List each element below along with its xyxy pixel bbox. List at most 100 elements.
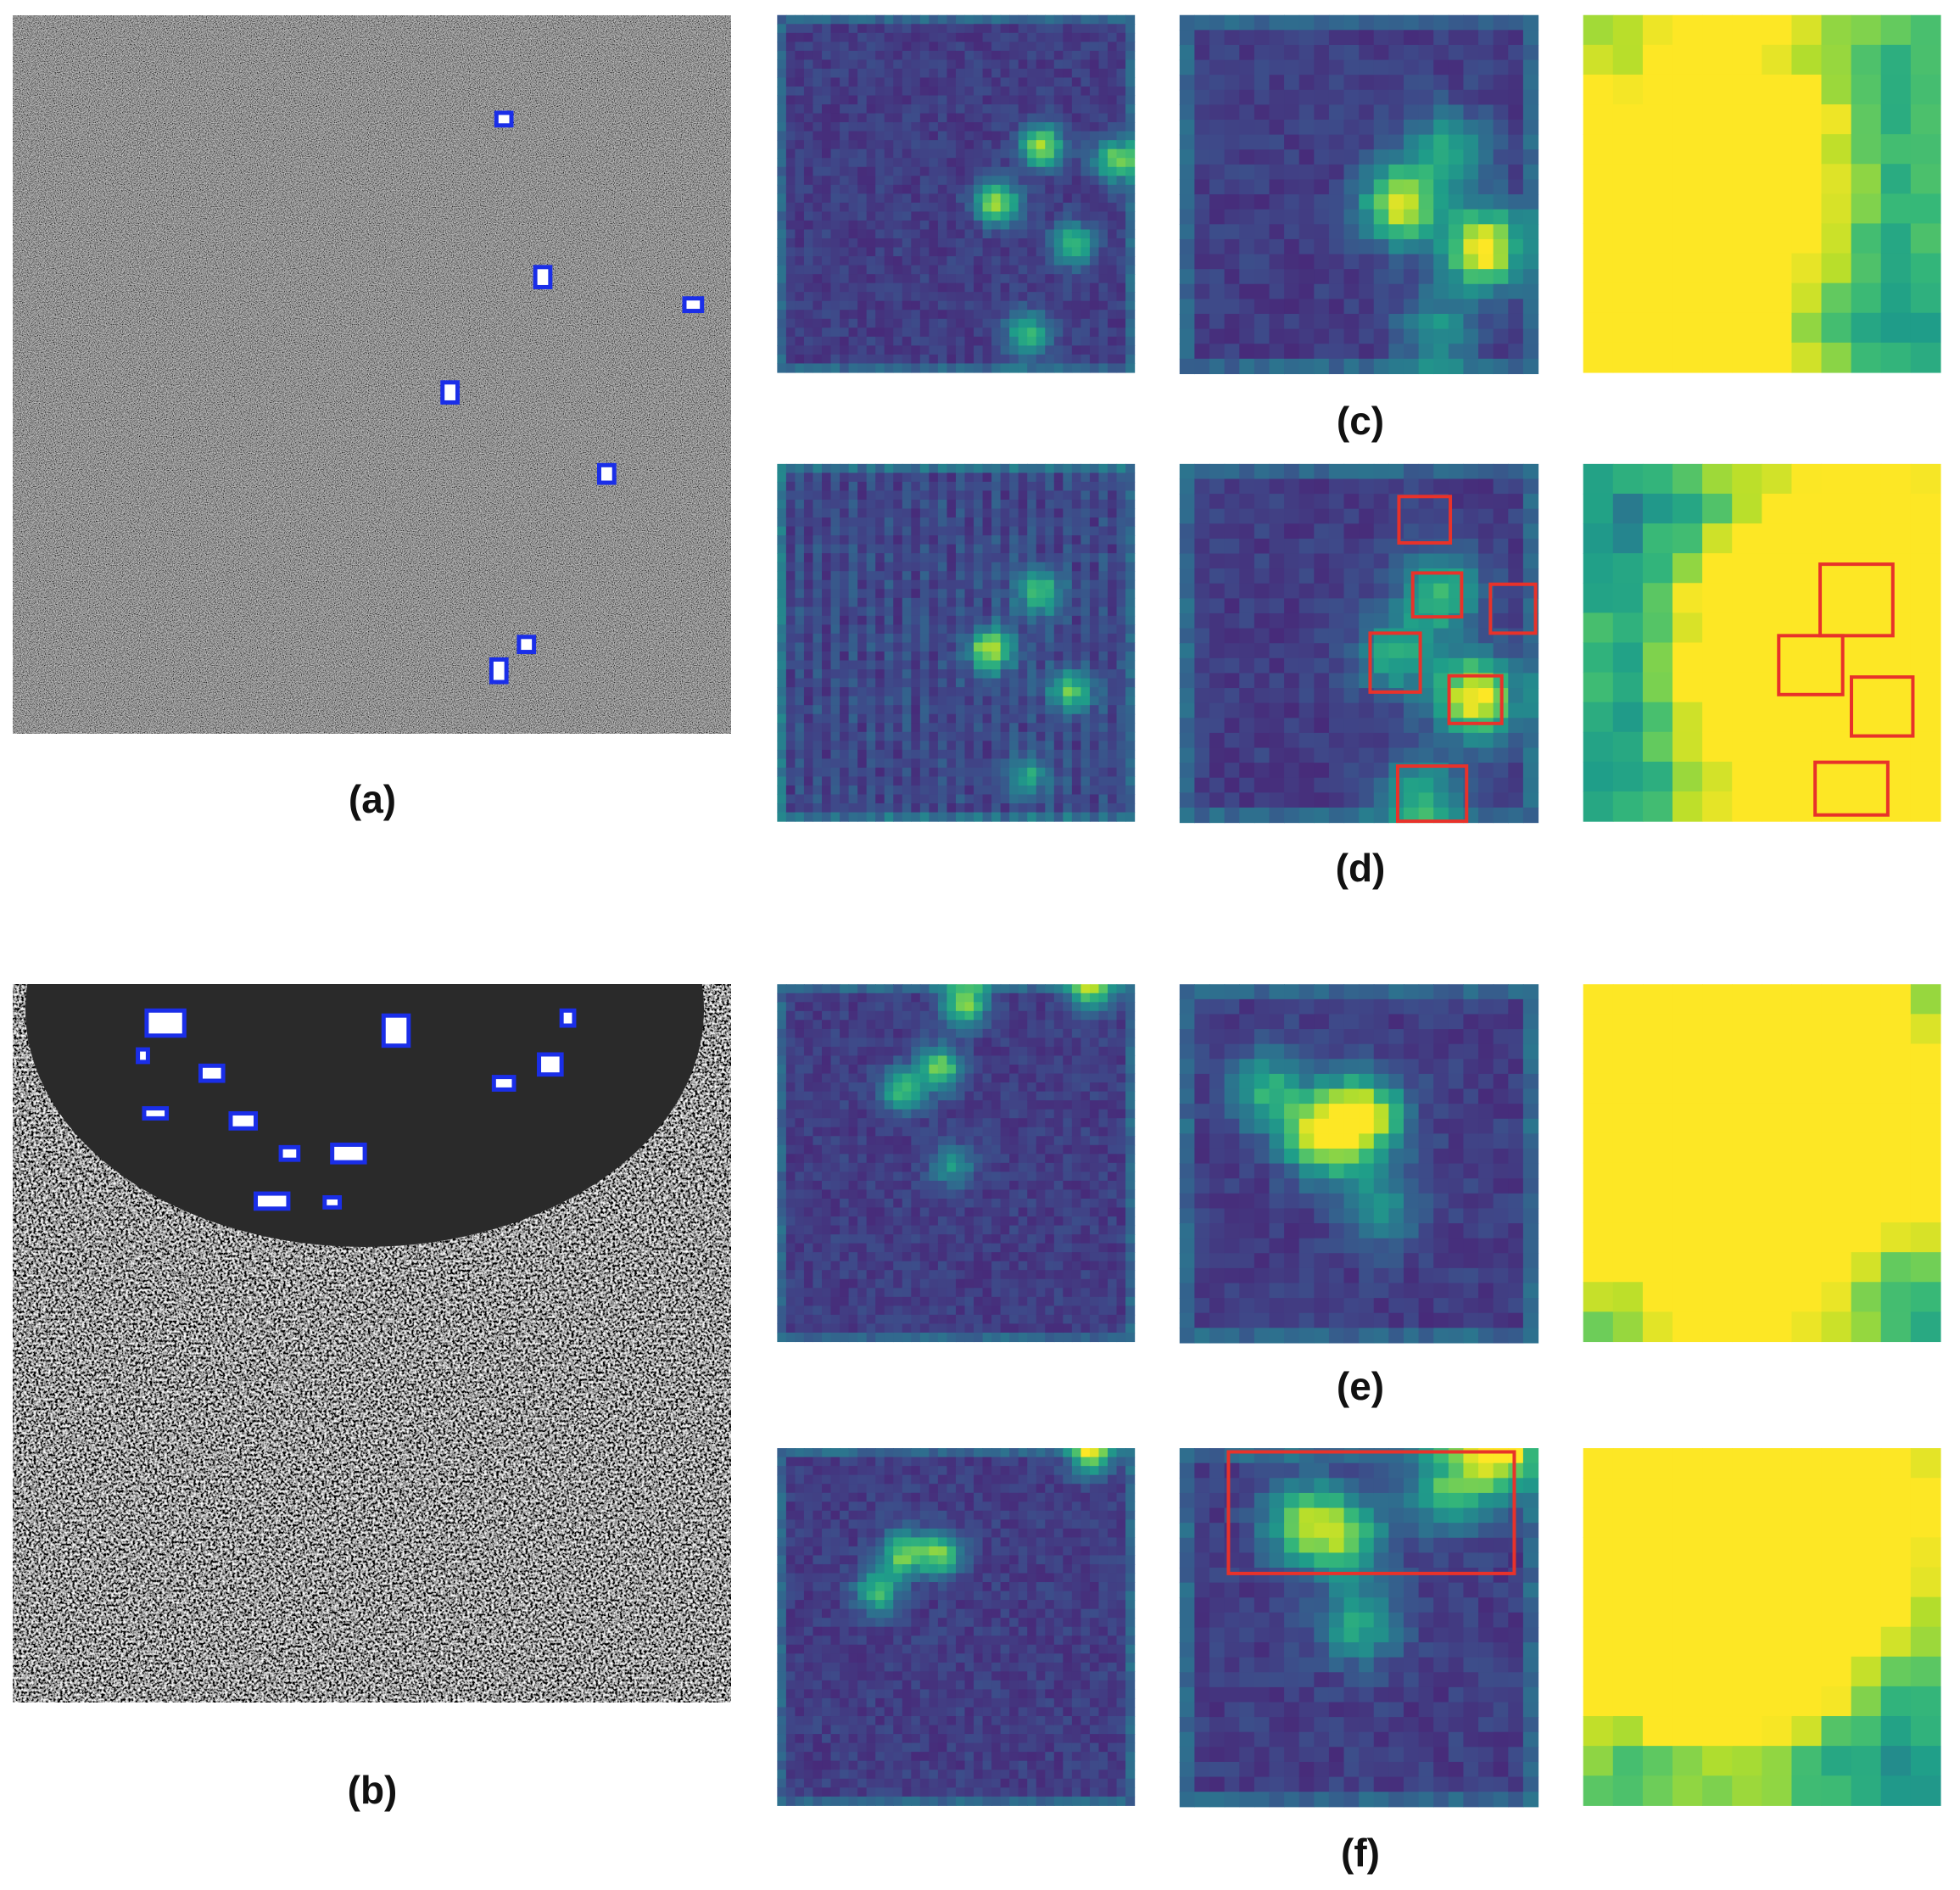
heat-cell: [830, 211, 840, 221]
heat-cell: [1000, 713, 1010, 724]
heat-cell: [946, 705, 957, 715]
heat-cell: [911, 220, 921, 231]
heat-cell: [777, 1109, 787, 1119]
heat-cell: [1583, 612, 1614, 644]
heat-cell: [777, 59, 787, 70]
heat-cell: [812, 14, 823, 25]
heat-cell: [1179, 568, 1196, 584]
heat-cell: [830, 758, 840, 769]
heat-cell: [840, 1144, 850, 1155]
heat-cell: [1098, 490, 1108, 500]
heat-cell: [946, 749, 957, 759]
heat-cell: [946, 669, 957, 679]
heat-cell: [1239, 299, 1255, 315]
heat-cell: [1373, 283, 1389, 299]
heat-cell: [1071, 274, 1082, 284]
heat-cell: [884, 211, 894, 221]
heat-cell: [1107, 310, 1118, 320]
heat-cell: [1910, 523, 1941, 554]
heat-cell: [1224, 702, 1240, 719]
heat-cell: [1269, 194, 1285, 210]
heat-cell: [848, 318, 858, 328]
heat-cell: [1053, 345, 1064, 355]
heat-cell: [1125, 490, 1136, 500]
heat-cell: [875, 615, 885, 626]
heat-cell: [1522, 224, 1539, 240]
heat-cell: [822, 1207, 832, 1217]
heat-cell: [1063, 148, 1073, 159]
heat-cell: [1081, 633, 1091, 644]
heat-cell: [893, 282, 903, 293]
heat-cell: [803, 220, 814, 231]
heat-cell: [1239, 508, 1255, 524]
heat-cell: [1910, 74, 1941, 105]
heat-cell: [1036, 607, 1046, 617]
heat-cell: [1089, 86, 1100, 97]
heat-cell: [1762, 44, 1793, 75]
heat-cell: [840, 176, 850, 186]
heat-cell: [803, 1243, 814, 1253]
heat-cell: [822, 1127, 832, 1137]
heat-cell: [785, 1010, 796, 1020]
heat-cell: [1009, 24, 1019, 34]
heat-cell: [848, 597, 858, 607]
heat-cell: [919, 59, 930, 70]
heat-cell: [1508, 478, 1524, 495]
heat-cell: [919, 32, 930, 42]
heat-cell: [1027, 499, 1037, 510]
heat-cell: [893, 256, 903, 266]
heat-cell: [1018, 812, 1028, 822]
heat-cell: [1071, 472, 1082, 483]
heat-cell: [830, 354, 840, 365]
heat-cell: [1018, 158, 1028, 168]
heat-cell: [1359, 254, 1375, 270]
heat-cell: [1063, 767, 1073, 778]
heat-cell: [1403, 44, 1420, 61]
heat-cell: [919, 472, 930, 483]
heat-cell: [848, 669, 858, 679]
heat-cell: [795, 1028, 805, 1039]
heat-cell: [1018, 749, 1028, 759]
heat-cell: [1522, 673, 1539, 689]
heat-cell: [1027, 50, 1037, 60]
heat-cell: [919, 158, 930, 168]
heat-cell: [1027, 238, 1037, 249]
heat-cell: [964, 229, 974, 239]
heat-cell: [830, 767, 840, 778]
heat-cell: [1508, 643, 1524, 659]
heat-cell: [1732, 761, 1762, 792]
heat-cell: [937, 363, 948, 373]
heat-cell: [1098, 642, 1108, 652]
heat-cell: [1018, 597, 1028, 607]
heat-cell: [1053, 642, 1064, 652]
heat-cell: [1224, 718, 1240, 734]
heat-cell: [1762, 312, 1793, 344]
heat-cell: [1388, 299, 1404, 315]
heat-cell: [893, 758, 903, 769]
heat-cell: [1328, 688, 1345, 704]
heat-cell: [1009, 282, 1019, 293]
heat-cell: [1791, 553, 1823, 584]
heat-cell: [1098, 220, 1108, 231]
heat-cell: [955, 589, 966, 599]
heat-cell: [929, 113, 939, 123]
heat-cell: [857, 86, 868, 97]
heat-cell: [785, 32, 796, 42]
heat-cell: [857, 696, 868, 706]
heat-cell: [955, 713, 966, 724]
heat-cell: [1508, 44, 1524, 61]
heat-cell: [1359, 14, 1375, 31]
heat-cell: [1107, 597, 1118, 607]
heat-cell: [1314, 238, 1330, 255]
heat-cell: [1081, 95, 1091, 105]
heat-cell: [1179, 30, 1196, 46]
heat-cell: [1009, 741, 1019, 751]
heat-cell: [1179, 149, 1196, 165]
heat-cell: [1388, 463, 1404, 480]
heat-cell: [1508, 494, 1524, 510]
heat-cell: [1194, 209, 1210, 225]
heat-cell: [1583, 342, 1614, 373]
heat-cell: [1081, 713, 1091, 724]
heat-cell: [812, 794, 823, 804]
heat-cell: [1125, 50, 1136, 60]
